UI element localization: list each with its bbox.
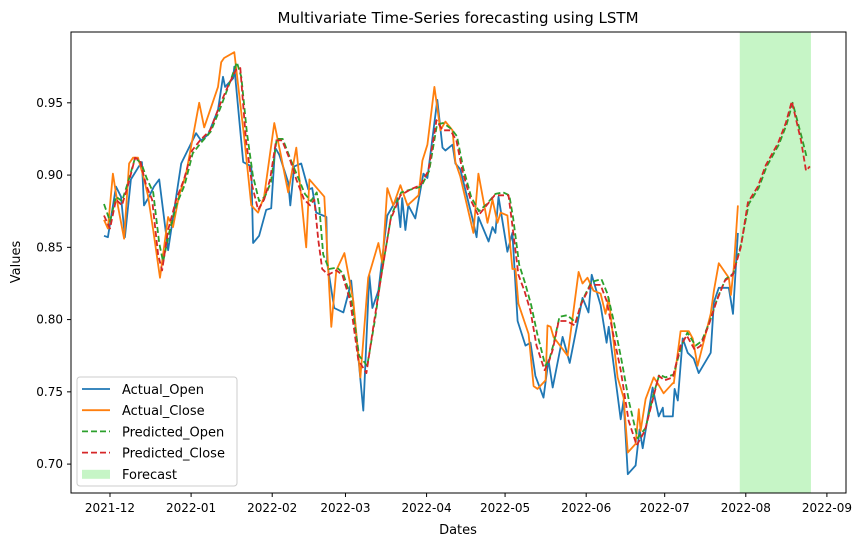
x-tick-label: 2022-01 — [166, 501, 216, 515]
y-tick-label: 0.75 — [36, 385, 63, 399]
legend-label-actual-close: Actual_Close — [122, 404, 205, 419]
y-tick-label: 0.95 — [36, 96, 63, 110]
x-axis: 2021-12 2022-01 2022-02 2022-03 2022-04 2022-… — [85, 493, 852, 515]
y-axis: 0.70 0.75 0.80 0.85 0.90 0.95 — [36, 96, 71, 471]
legend-label-predicted-close: Predicted_Close — [122, 447, 225, 462]
y-tick-label: 0.90 — [36, 168, 63, 182]
series-layer — [103, 51, 811, 476]
series-line-predicted-close — [103, 67, 811, 447]
x-axis-label: Dates — [439, 523, 477, 538]
legend: Actual_Open Actual_Close Predicted_Open Pre… — [76, 376, 238, 487]
legend-box — [76, 376, 238, 487]
x-tick-label: 2022-02 — [247, 501, 297, 515]
x-tick-label: 2022-05 — [480, 501, 530, 515]
legend-label-forecast: Forecast — [122, 468, 177, 483]
y-tick-label: 0.85 — [36, 240, 63, 254]
y-axis-label: Values — [9, 241, 24, 284]
x-tick-label: 2022-09 — [802, 501, 852, 515]
y-tick-label: 0.80 — [36, 313, 63, 327]
x-tick-label: 2022-08 — [721, 501, 771, 515]
plot-frame — [70, 31, 847, 494]
legend-swatch-forecast — [82, 469, 110, 479]
x-tick-label: 2022-04 — [402, 501, 452, 515]
forecast-region-layer — [739, 32, 811, 493]
chart-title: Multivariate Time-Series forecasting usi… — [277, 9, 638, 27]
x-tick-label: 2021-12 — [85, 501, 135, 515]
forecast-region — [739, 32, 811, 493]
x-tick-label: 2022-06 — [561, 501, 611, 515]
legend-label-actual-open: Actual_Open — [122, 383, 204, 398]
y-tick-label: 0.70 — [36, 457, 63, 471]
x-tick-label: 2022-03 — [320, 501, 370, 515]
series-line-actual-close — [103, 51, 739, 454]
x-tick-label: 2022-07 — [640, 501, 690, 515]
legend-label-predicted-open: Predicted_Open — [122, 425, 224, 440]
